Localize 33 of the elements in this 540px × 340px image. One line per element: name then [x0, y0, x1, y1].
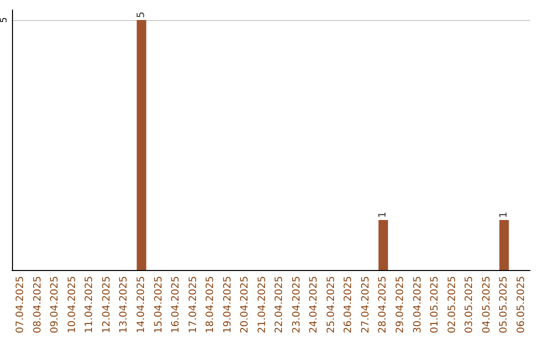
- x-tick-label: 12.04.2025: [101, 276, 112, 334]
- x-tick-label: 19.04.2025: [222, 276, 234, 334]
- x-tick-label: 07.04.2025: [15, 276, 26, 334]
- x-tick-label: 16.04.2025: [170, 276, 182, 334]
- x-tick-label: 28.04.2025: [378, 276, 389, 334]
- x-tick-label: 15.04.2025: [153, 276, 164, 334]
- x-tick-label: 22.04.2025: [274, 276, 286, 334]
- x-tick-label: 26.04.2025: [343, 276, 354, 334]
- x-tick-label: 23.04.2025: [291, 276, 302, 334]
- x-tick-label: 04.05.2025: [481, 276, 492, 334]
- data-label: 1: [498, 212, 510, 218]
- x-tick-label: 17.04.2025: [188, 276, 199, 334]
- x-tick-label: 24.04.2025: [308, 276, 320, 334]
- x-tick-label: 10.04.2025: [66, 276, 78, 334]
- x-tick-label: 05.05.2025: [498, 276, 510, 334]
- x-tick-label: 02.05.2025: [446, 276, 458, 334]
- data-label: 1: [378, 212, 389, 218]
- x-tick-label: 06.05.2025: [516, 276, 527, 334]
- x-tick-label: 11.04.2025: [84, 276, 96, 334]
- x-tick-label: 01.05.2025: [430, 276, 441, 334]
- x-tick-label: 21.04.2025: [256, 276, 268, 334]
- x-tick-label: 25.04.2025: [326, 276, 337, 334]
- x-tick-label: 09.04.2025: [50, 276, 61, 334]
- x-tick-label: 30.04.2025: [412, 276, 424, 334]
- x-tick-label: 13.04.2025: [118, 276, 130, 334]
- data-label: 5: [136, 12, 147, 18]
- x-tick-label: 08.04.2025: [32, 276, 44, 334]
- x-tick-label: 18.04.2025: [205, 276, 216, 334]
- x-tick-label: 27.04.2025: [360, 276, 372, 334]
- x-tick-label: 03.05.2025: [464, 276, 476, 334]
- x-tick-label: 20.04.2025: [240, 276, 251, 334]
- x-tick-label: 29.04.2025: [395, 276, 406, 334]
- x-tick-label: 14.04.2025: [136, 276, 147, 334]
